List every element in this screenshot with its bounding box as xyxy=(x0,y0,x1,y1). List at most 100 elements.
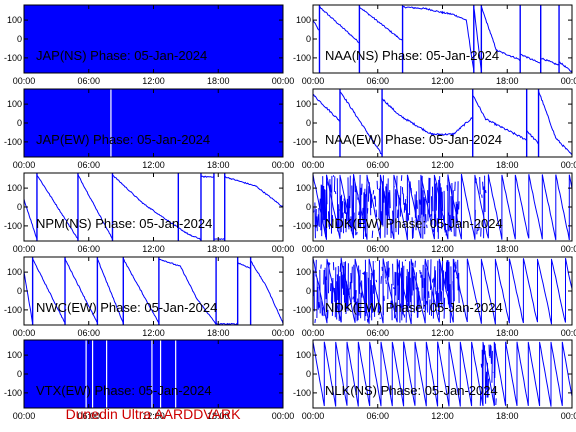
series-area xyxy=(24,89,283,157)
series-line xyxy=(237,262,251,269)
y-tick-label: 100 xyxy=(296,183,311,193)
x-tick-label: 18:00 xyxy=(207,76,230,86)
x-tick-label: 18:00 xyxy=(496,244,519,254)
x-tick-label: 06:00 xyxy=(77,160,100,170)
series-fill xyxy=(24,340,283,408)
series-line xyxy=(96,258,124,324)
series-area xyxy=(24,340,283,408)
series-line xyxy=(112,174,179,229)
series-gap xyxy=(106,340,108,408)
series-line xyxy=(158,258,217,325)
x-tick-label: 00:00 xyxy=(13,411,36,421)
x-tick-label: 06:00 xyxy=(366,411,389,421)
y-tick-label: 100 xyxy=(7,15,22,25)
x-tick-label: 00:00 xyxy=(302,244,325,254)
chart-panel: 100 0 -100 00:00 06:00 12:00 18:00 00:00 NAA(EW)… xyxy=(293,88,576,170)
x-tick-label: 06:00 xyxy=(77,76,100,86)
y-tick-label: 0 xyxy=(17,202,22,212)
series-line xyxy=(526,130,539,145)
series-gap xyxy=(175,340,177,408)
series-line xyxy=(402,5,454,15)
x-tick-label: 12:00 xyxy=(431,244,454,254)
series-line xyxy=(480,6,521,61)
y-tick-label: 0 xyxy=(306,202,311,212)
chart-panel: 100 0 -100 00:00 06:00 12:00 18:00 00:00 NLK(NS)… xyxy=(293,339,576,421)
x-tick-label: 00:00 xyxy=(13,160,36,170)
chart-panel: 100 0 -100 00:00 06:00 12:00 18:00 00:00 NAA(NS)… xyxy=(293,4,576,86)
x-tick-label: 00:00 xyxy=(302,328,325,338)
y-tick-label: 100 xyxy=(7,267,22,277)
chart-panel: 100 0 -100 00:00 06:00 12:00 18:00 00:00 JAP(NS)… xyxy=(4,4,295,86)
panel-title: NAA(EW) Phase: 05-Jan-2024 xyxy=(325,132,502,147)
series-line xyxy=(32,258,66,323)
panel-title: JAP(EW) Phase: 05-Jan-2024 xyxy=(36,132,210,147)
y-tick-label: -100 xyxy=(4,305,22,315)
x-tick-label: 00:00 xyxy=(561,328,576,338)
x-tick-label: 12:00 xyxy=(431,328,454,338)
series-fill xyxy=(24,89,283,157)
panel-title: NDK(EW) Phase: 05-Jan-2024 xyxy=(325,216,503,231)
series-fill xyxy=(24,5,283,73)
y-tick-label: 0 xyxy=(306,369,311,379)
x-tick-label: 12:00 xyxy=(431,411,454,421)
series-line xyxy=(473,6,482,73)
x-tick-label: 18:00 xyxy=(207,411,230,421)
series-line xyxy=(339,91,383,156)
x-tick-label: 00:00 xyxy=(272,411,295,421)
series-area xyxy=(24,173,283,241)
series-line xyxy=(24,271,34,324)
x-tick-label: 00:00 xyxy=(272,76,295,86)
series-noise xyxy=(479,343,497,406)
y-tick-label: 0 xyxy=(306,286,311,296)
series-line xyxy=(122,258,160,324)
series-line xyxy=(24,198,38,240)
x-tick-label: 00:00 xyxy=(302,160,325,170)
x-tick-label: 18:00 xyxy=(496,160,519,170)
y-tick-label: -100 xyxy=(293,305,311,315)
series-line xyxy=(472,94,528,142)
series-line xyxy=(36,175,79,240)
panel-title: NDK(EW) Phase: 05-Jan-2024 xyxy=(325,300,503,315)
series-area xyxy=(313,173,572,241)
panel-title: VTX(EW) Phase: 05-Jan-2024 xyxy=(36,383,212,398)
y-tick-label: -100 xyxy=(4,388,22,398)
x-tick-label: 06:00 xyxy=(366,76,389,86)
y-tick-label: -100 xyxy=(4,221,22,231)
x-tick-label: 18:00 xyxy=(496,76,519,86)
chart-panel: 100 0 -100 00:00 06:00 12:00 18:00 00:00 VTX(EW)… xyxy=(4,339,295,421)
series-line xyxy=(358,6,403,41)
chart-panel: 100 0 -100 00:00 06:00 12:00 18:00 00:00 NWC(EW)… xyxy=(4,256,295,338)
series-area xyxy=(24,5,283,73)
series-line xyxy=(224,176,283,208)
x-tick-label: 06:00 xyxy=(366,328,389,338)
x-tick-label: 00:00 xyxy=(272,328,295,338)
series-line xyxy=(313,19,320,32)
x-tick-label: 00:00 xyxy=(561,244,576,254)
y-tick-label: 0 xyxy=(17,118,22,128)
series-area xyxy=(313,5,572,73)
x-tick-label: 00:00 xyxy=(302,411,325,421)
series-line xyxy=(319,6,360,44)
y-tick-label: -100 xyxy=(293,137,311,147)
series-gap xyxy=(151,340,153,408)
y-tick-label: -100 xyxy=(293,53,311,63)
x-tick-label: 18:00 xyxy=(496,411,519,421)
series-line xyxy=(77,174,113,240)
chart-panel: 100 0 -100 00:00 06:00 12:00 18:00 00:00 NDK(EW)… xyxy=(293,172,576,254)
y-tick-label: -100 xyxy=(4,137,22,147)
x-tick-label: 18:00 xyxy=(207,160,230,170)
x-tick-label: 00:00 xyxy=(13,76,36,86)
x-tick-label: 06:00 xyxy=(77,244,100,254)
series-line xyxy=(216,322,239,325)
panel-title: NLK(NS) Phase: 05-Jan-2024 xyxy=(325,383,498,398)
x-tick-label: 06:00 xyxy=(77,328,100,338)
panel-title: JAP(NS) Phase: 05-Jan-2024 xyxy=(36,48,207,63)
x-tick-label: 06:00 xyxy=(77,411,100,421)
y-tick-label: 100 xyxy=(296,15,311,25)
y-tick-label: -100 xyxy=(4,53,22,63)
x-tick-label: 12:00 xyxy=(142,411,165,421)
x-tick-label: 00:00 xyxy=(561,411,576,421)
series-line xyxy=(313,93,341,122)
series-gap xyxy=(91,340,94,408)
